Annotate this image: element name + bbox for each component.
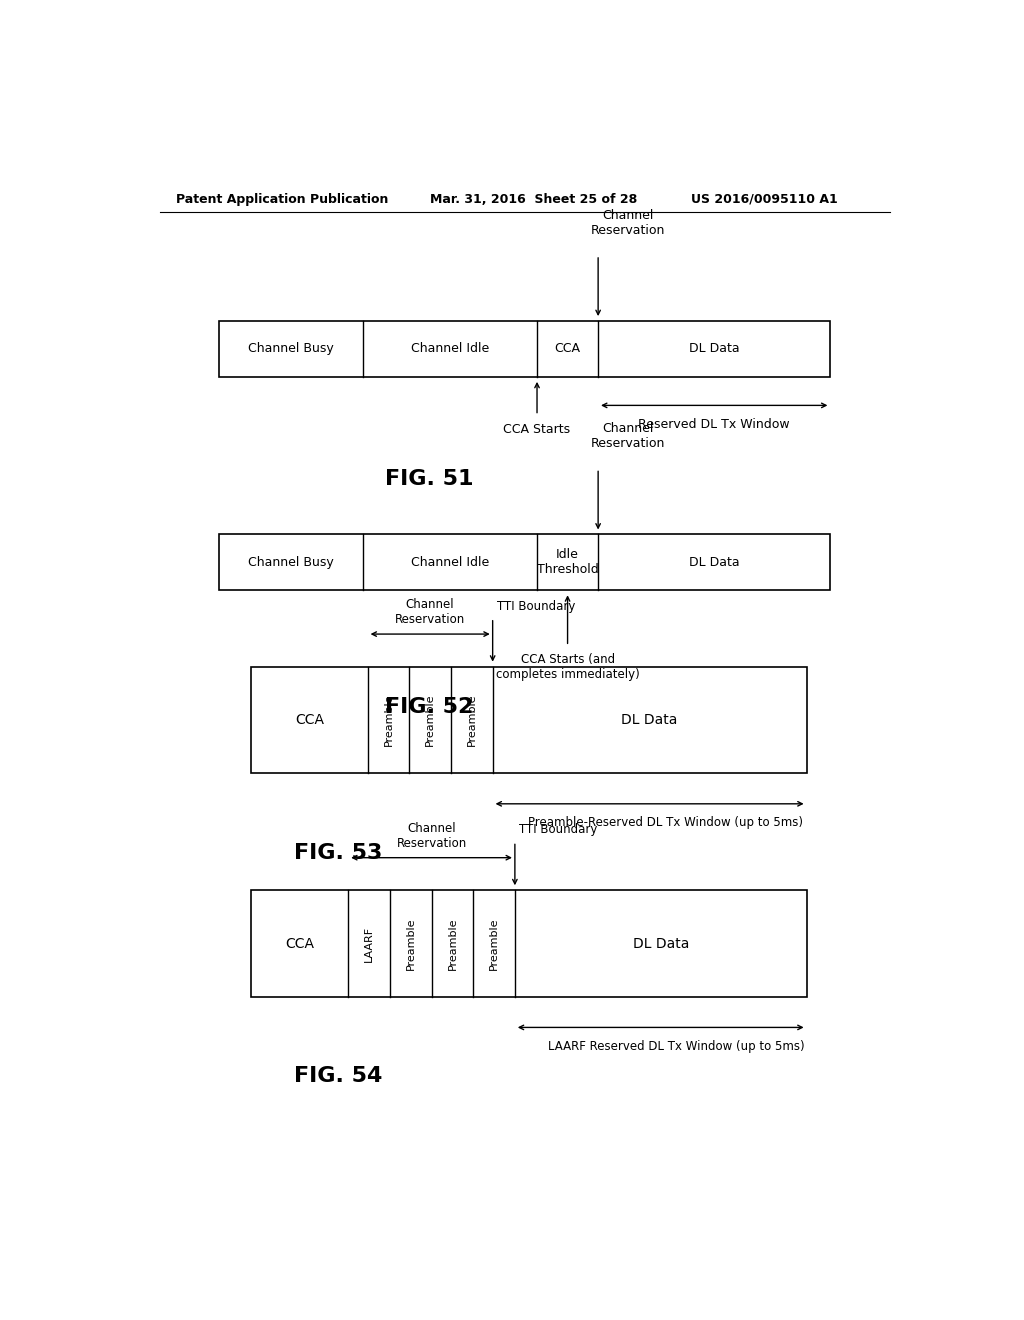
Text: DL Data: DL Data xyxy=(633,937,689,950)
Text: DL Data: DL Data xyxy=(689,556,739,569)
Text: Preamble: Preamble xyxy=(384,694,393,746)
Bar xyxy=(251,667,807,774)
Text: CCA Starts: CCA Starts xyxy=(504,422,570,436)
Text: Channel
Reservation: Channel Reservation xyxy=(591,209,666,236)
Text: Preamble: Preamble xyxy=(447,917,458,970)
Text: CCA Starts (and
completes immediately): CCA Starts (and completes immediately) xyxy=(496,653,639,681)
Text: FIG. 51: FIG. 51 xyxy=(385,469,474,488)
Text: Preamble: Preamble xyxy=(406,917,416,970)
Text: Channel Idle: Channel Idle xyxy=(411,342,489,355)
Text: Reserved DL Tx Window: Reserved DL Tx Window xyxy=(638,417,791,430)
Text: LAARF: LAARF xyxy=(365,925,374,962)
Text: US 2016/0095110 A1: US 2016/0095110 A1 xyxy=(691,193,839,206)
Text: Channel
Reservation: Channel Reservation xyxy=(396,821,467,850)
Text: Channel Busy: Channel Busy xyxy=(248,342,334,355)
Text: Channel
Reservation: Channel Reservation xyxy=(395,598,465,626)
Bar xyxy=(251,890,807,997)
Text: Channel Idle: Channel Idle xyxy=(411,556,489,569)
Text: Channel
Reservation: Channel Reservation xyxy=(591,422,666,450)
Text: Preamble: Preamble xyxy=(489,917,499,970)
Text: Preamble: Preamble xyxy=(467,694,477,746)
Bar xyxy=(219,535,830,590)
Text: FIG. 53: FIG. 53 xyxy=(294,842,383,862)
Text: Idle
Threshold: Idle Threshold xyxy=(537,548,598,577)
Text: DL Data: DL Data xyxy=(689,342,739,355)
Text: CCA: CCA xyxy=(295,713,324,727)
Text: Mar. 31, 2016  Sheet 25 of 28: Mar. 31, 2016 Sheet 25 of 28 xyxy=(430,193,637,206)
Text: TTI Boundary: TTI Boundary xyxy=(519,824,597,837)
Text: Channel Busy: Channel Busy xyxy=(248,556,334,569)
Text: DL Data: DL Data xyxy=(622,713,678,727)
Text: LAARF Reserved DL Tx Window (up to 5ms): LAARF Reserved DL Tx Window (up to 5ms) xyxy=(548,1040,805,1052)
Text: CCA: CCA xyxy=(285,937,314,950)
Text: Preamble: Preamble xyxy=(425,694,435,746)
Bar xyxy=(219,321,830,378)
Text: TTI Boundary: TTI Boundary xyxy=(497,599,575,612)
Text: FIG. 54: FIG. 54 xyxy=(294,1067,383,1086)
Text: Preamble-Reserved DL Tx Window (up to 5ms): Preamble-Reserved DL Tx Window (up to 5m… xyxy=(528,816,803,829)
Text: CCA: CCA xyxy=(555,342,581,355)
Text: FIG. 52: FIG. 52 xyxy=(385,697,474,717)
Text: Patent Application Publication: Patent Application Publication xyxy=(176,193,388,206)
